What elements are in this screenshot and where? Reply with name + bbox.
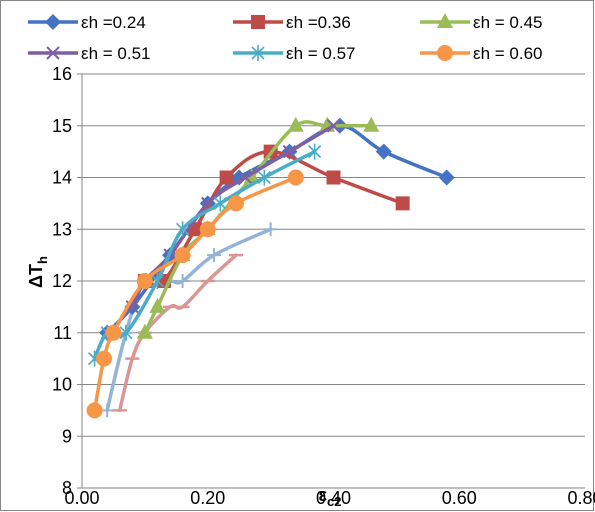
legend-label: εh =0.36 bbox=[286, 13, 351, 32]
y-tick-label: 15 bbox=[52, 116, 72, 136]
data-point bbox=[375, 143, 392, 160]
data-point bbox=[150, 273, 165, 289]
data-point bbox=[257, 169, 271, 186]
legend-label: εh = 0.45 bbox=[473, 13, 543, 32]
y-tick-label: 11 bbox=[53, 323, 72, 343]
series-8 bbox=[112, 253, 244, 413]
y-tick-label: 16 bbox=[52, 64, 72, 84]
x-tick-label: 0.80 bbox=[567, 488, 595, 508]
legend-label: εh = 0.51 bbox=[81, 44, 151, 63]
data-point bbox=[219, 170, 234, 185]
legend-marker bbox=[251, 15, 265, 29]
legend-marker bbox=[437, 13, 453, 28]
data-point bbox=[149, 297, 166, 313]
legend-entry: εh = 0.51 bbox=[28, 44, 151, 63]
legend-entry: εh = 0.60 bbox=[420, 44, 543, 63]
data-point bbox=[395, 196, 410, 211]
data-point bbox=[238, 170, 253, 185]
legend: εh =0.24 εh =0.36 εh = 0.45 εh = 0.51 εh = 0… bbox=[28, 13, 543, 63]
legend-label: εh =0.24 bbox=[81, 13, 146, 32]
data-point bbox=[326, 119, 341, 133]
x-tick-label: 0.60 bbox=[442, 488, 477, 508]
data-point bbox=[228, 195, 245, 212]
y-tick-label: 8 bbox=[62, 478, 72, 498]
x-tick-label: 0.40 bbox=[316, 488, 351, 508]
y-tick-label: 12 bbox=[52, 271, 72, 291]
axes: 8 9 10 11 12 13 14 15 16 0.00 0.20 0.40 0.60 0.80 εc… bbox=[26, 64, 595, 509]
data-point bbox=[213, 195, 227, 212]
data-point bbox=[287, 169, 304, 186]
data-point bbox=[363, 116, 380, 132]
data-point bbox=[438, 169, 455, 186]
y-axis-ticks: 8 9 10 11 12 13 14 15 16 bbox=[52, 64, 82, 498]
legend-marker bbox=[46, 46, 60, 60]
data-point bbox=[174, 247, 191, 264]
data-point bbox=[231, 169, 248, 186]
data-point bbox=[326, 170, 341, 185]
x-axis-label: εc2 bbox=[318, 485, 341, 509]
data-point bbox=[176, 221, 190, 238]
data-point bbox=[136, 273, 153, 289]
legend-label: εh = 0.60 bbox=[473, 44, 543, 63]
data-point bbox=[119, 324, 133, 341]
data-point bbox=[105, 324, 122, 341]
series-layer bbox=[86, 116, 455, 419]
legend-entry: εh =0.36 bbox=[233, 13, 351, 32]
data-point bbox=[282, 144, 297, 159]
x-tick-label: 0.00 bbox=[64, 488, 99, 508]
grid bbox=[81, 73, 585, 489]
x-axis-ticks: 0.00 0.20 0.40 0.60 0.80 bbox=[64, 488, 595, 508]
legend-entry: εh = 0.45 bbox=[420, 13, 543, 32]
data-point bbox=[175, 274, 190, 288]
legend-marker bbox=[437, 45, 453, 61]
y-tick-label: 9 bbox=[62, 426, 72, 446]
legend-marker bbox=[45, 14, 61, 30]
data-point bbox=[136, 323, 153, 339]
data-point bbox=[207, 248, 222, 263]
y-tick-label: 10 bbox=[52, 375, 72, 395]
y-axis-label: ΔTh bbox=[26, 256, 50, 288]
data-point bbox=[287, 116, 304, 132]
data-point bbox=[96, 350, 113, 367]
data-point bbox=[86, 402, 103, 419]
y-tick-label: 13 bbox=[52, 219, 72, 239]
legend-entry: εh =0.24 bbox=[28, 13, 146, 32]
data-point bbox=[308, 143, 322, 160]
data-point bbox=[263, 222, 278, 237]
legend-entry: εh = 0.57 bbox=[233, 44, 356, 63]
y-tick-label: 14 bbox=[52, 168, 72, 188]
x-tick-label: 0.20 bbox=[190, 488, 225, 508]
legend-label: εh = 0.57 bbox=[286, 44, 356, 63]
data-point bbox=[199, 221, 216, 238]
legend-marker bbox=[251, 45, 265, 61]
series-6 bbox=[86, 169, 304, 419]
